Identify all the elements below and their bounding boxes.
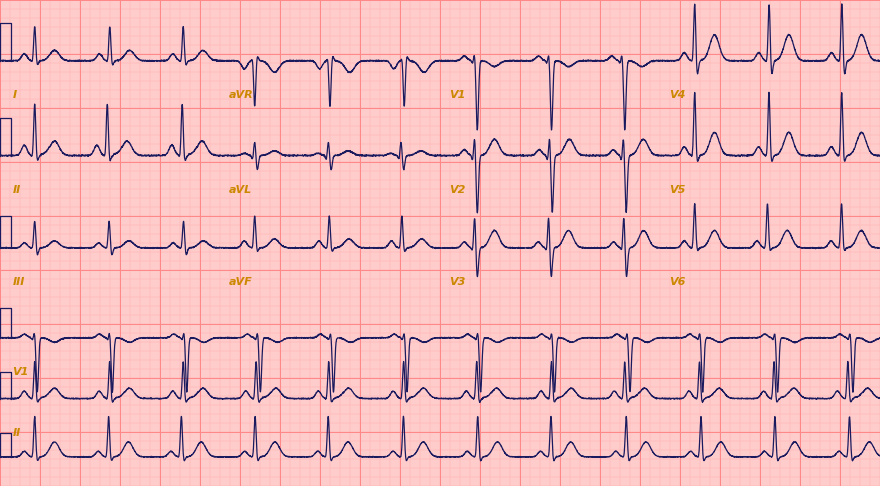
Text: V1: V1: [449, 90, 466, 100]
Text: II: II: [12, 185, 20, 195]
Text: aVL: aVL: [229, 185, 252, 195]
Text: aVF: aVF: [229, 277, 253, 287]
Text: V3: V3: [449, 277, 466, 287]
Text: V2: V2: [449, 185, 466, 195]
Text: aVR: aVR: [229, 90, 253, 100]
Text: V6: V6: [669, 277, 686, 287]
Text: V4: V4: [669, 90, 686, 100]
Text: III: III: [12, 277, 25, 287]
Text: V5: V5: [669, 185, 686, 195]
Text: V1: V1: [12, 367, 29, 377]
Text: I: I: [12, 90, 17, 100]
Text: II: II: [12, 428, 20, 438]
